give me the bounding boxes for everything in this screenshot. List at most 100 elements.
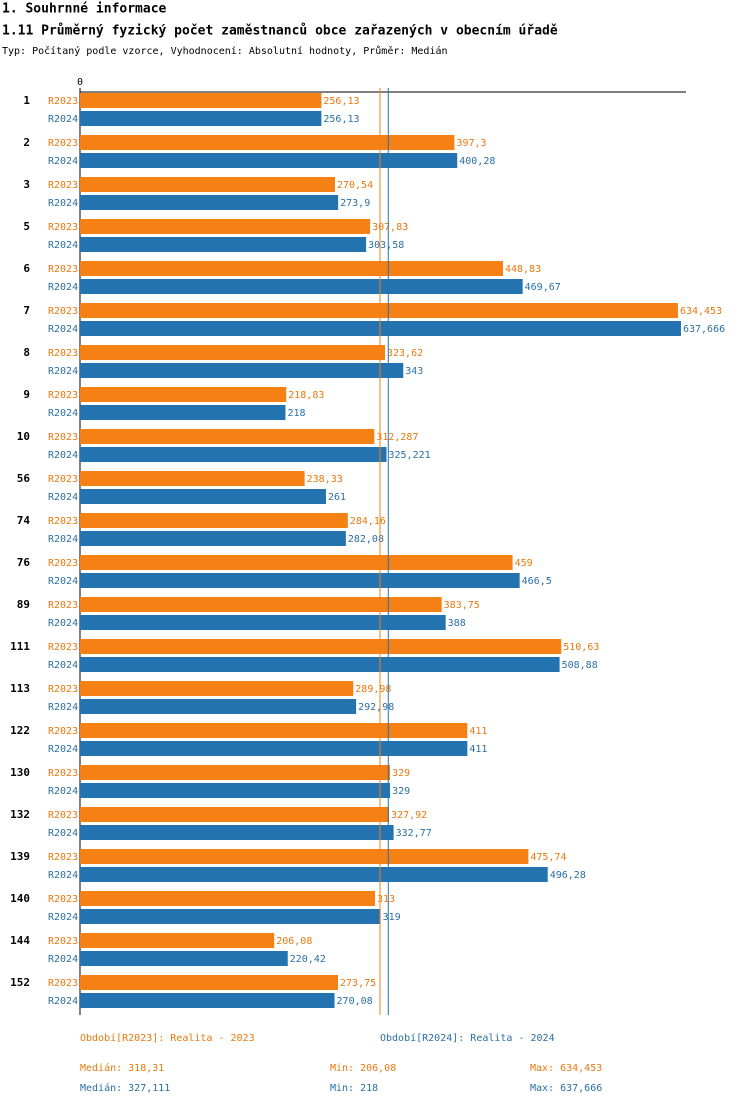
x-tick-label: 0 <box>77 77 83 88</box>
bar <box>80 699 357 714</box>
bar <box>80 93 322 108</box>
value-label: 510,63 <box>563 642 599 653</box>
value-label: 508,88 <box>562 660 598 671</box>
category-label: 7 <box>23 304 30 317</box>
min-label: Min: 218 <box>330 1083 378 1094</box>
legend-entry: Období[R2023]: Realita - 2023 <box>80 1032 255 1044</box>
category-label: 140 <box>10 892 30 905</box>
series-label: R2023 <box>48 474 78 485</box>
series-label: R2024 <box>48 114 78 125</box>
bar <box>80 531 346 546</box>
category-label: 144 <box>10 934 30 947</box>
value-label: 303,58 <box>368 240 404 251</box>
section-title: 1. Souhrnné informace <box>2 2 167 17</box>
value-label: 289,98 <box>355 684 391 695</box>
chart-subtitle: Typ: Počítaný podle vzorce, Vyhodnocení:… <box>2 45 448 57</box>
value-label: 411 <box>469 726 487 737</box>
value-label: 273,9 <box>340 198 370 209</box>
series-label: R2024 <box>48 660 78 671</box>
category-label: 132 <box>10 808 30 821</box>
value-label: 292,98 <box>358 702 394 713</box>
value-label: 307,83 <box>372 222 408 233</box>
bar <box>80 279 523 294</box>
value-label: 329 <box>392 786 410 797</box>
bar <box>80 387 287 402</box>
bar <box>80 405 286 420</box>
bar <box>80 153 458 168</box>
bar <box>80 657 560 672</box>
bar <box>80 741 468 756</box>
series-label: R2023 <box>48 894 78 905</box>
bar <box>80 219 371 234</box>
series-label: R2023 <box>48 726 78 737</box>
bar <box>80 261 504 276</box>
bar <box>80 639 562 654</box>
bar <box>80 471 305 486</box>
bar <box>80 597 442 612</box>
value-label: 400,28 <box>459 156 495 167</box>
series-label: R2023 <box>48 642 78 653</box>
category-label: 1 <box>23 94 30 107</box>
bar <box>80 345 385 360</box>
value-label: 206,08 <box>276 936 312 947</box>
value-label: 327,92 <box>391 810 427 821</box>
series-label: R2024 <box>48 156 78 167</box>
series-label: R2024 <box>48 492 78 503</box>
category-label: 74 <box>17 514 31 527</box>
bar <box>80 135 455 150</box>
category-label: 9 <box>23 388 30 401</box>
value-label: 256,13 <box>323 96 359 107</box>
series-label: R2024 <box>48 618 78 629</box>
bar <box>80 723 468 738</box>
series-label: R2023 <box>48 348 78 359</box>
value-label: 634,453 <box>680 306 722 317</box>
bar <box>80 513 348 528</box>
value-label: 469,67 <box>525 282 561 293</box>
series-label: R2023 <box>48 432 78 443</box>
bar <box>80 615 446 630</box>
series-label: R2023 <box>48 516 78 527</box>
value-label: 383,75 <box>444 600 480 611</box>
category-label: 122 <box>10 724 30 737</box>
category-label: 2 <box>23 136 30 149</box>
series-label: R2023 <box>48 978 78 989</box>
bar <box>80 555 513 570</box>
value-label: 343 <box>405 366 423 377</box>
value-label: 270,54 <box>337 180 373 191</box>
series-label: R2023 <box>48 96 78 107</box>
value-label: 312,287 <box>376 432 418 443</box>
bar <box>80 447 387 462</box>
series-label: R2024 <box>48 198 78 209</box>
category-label: 139 <box>10 850 30 863</box>
series-label: R2024 <box>48 702 78 713</box>
category-label: 111 <box>10 640 30 653</box>
series-label: R2024 <box>48 954 78 965</box>
value-label: 284,16 <box>350 516 386 527</box>
value-label: 388 <box>448 618 466 629</box>
chart-title: 1.11 Průměrný fyzický počet zaměstnanců … <box>2 24 558 39</box>
bar <box>80 177 335 192</box>
series-label: R2024 <box>48 912 78 923</box>
value-label: 273,75 <box>340 978 376 989</box>
category-label: 113 <box>10 682 30 695</box>
series-label: R2023 <box>48 264 78 275</box>
bar <box>80 933 275 948</box>
value-label: 220,42 <box>290 954 326 965</box>
category-label: 130 <box>10 766 30 779</box>
series-label: R2024 <box>48 996 78 1007</box>
series-label: R2023 <box>48 768 78 779</box>
value-label: 282,08 <box>348 534 384 545</box>
value-label: 319 <box>383 912 401 923</box>
median-label: Medián: 318,31 <box>80 1062 164 1074</box>
series-label: R2024 <box>48 534 78 545</box>
series-label: R2023 <box>48 222 78 233</box>
category-label: 6 <box>23 262 30 275</box>
legend-entry: Období[R2024]: Realita - 2024 <box>380 1032 555 1044</box>
max-label: Max: 637,666 <box>530 1083 602 1094</box>
value-label: 238,33 <box>307 474 343 485</box>
bar <box>80 807 390 822</box>
series-label: R2023 <box>48 600 78 611</box>
category-label: 56 <box>17 472 31 485</box>
value-label: 332,77 <box>396 828 432 839</box>
